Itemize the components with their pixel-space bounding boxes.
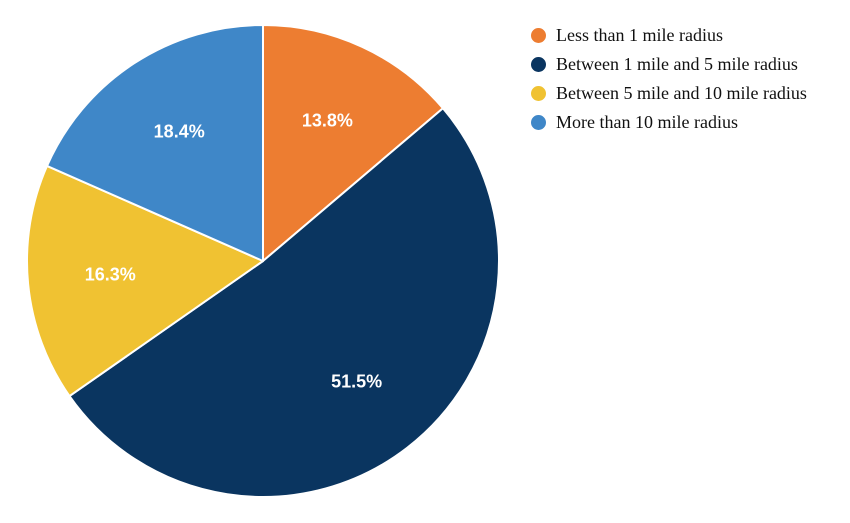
legend-item-between-5-mile-and-10-mile-radius: Between 5 mile and 10 mile radius bbox=[531, 83, 811, 103]
legend-item-between-1-mile-and-5-mile-radius: Between 1 mile and 5 mile radius bbox=[531, 54, 811, 74]
legend-swatch-icon bbox=[531, 115, 546, 130]
legend-label: Less than 1 mile radius bbox=[556, 25, 723, 45]
pie-slice-less-than-1-mile-radius bbox=[262, 24, 444, 262]
legend-label: Between 1 mile and 5 mile radius bbox=[556, 54, 798, 74]
slice-label-between-5-mile-and-10-mile-radius: 16.3% bbox=[85, 265, 136, 285]
legend-swatch-icon bbox=[531, 57, 546, 72]
pie-slice-labels: 13.8% 51.5% 16.3% 18.4% bbox=[85, 111, 382, 392]
pie-slice-between-5-mile-and-10-mile-radius bbox=[26, 164, 264, 398]
legend-label: More than 10 mile radius bbox=[556, 112, 738, 132]
legend-swatch-icon bbox=[531, 28, 546, 43]
pie-slice-between-1-mile-and-5-mile-radius bbox=[68, 107, 500, 498]
pie-slices bbox=[26, 24, 500, 498]
legend-item-more-than-10-mile-radius: More than 10 mile radius bbox=[531, 112, 811, 132]
legend-swatch-icon bbox=[531, 86, 546, 101]
pie-slice-more-than-10-mile-radius bbox=[46, 24, 264, 262]
slice-label-more-than-10-mile-radius: 18.4% bbox=[154, 121, 205, 141]
legend-item-less-than-1-mile-radius: Less than 1 mile radius bbox=[531, 25, 811, 45]
legend-label: Between 5 mile and 10 mile radius bbox=[556, 83, 807, 103]
slice-label-between-1-mile-and-5-mile-radius: 51.5% bbox=[331, 371, 382, 391]
legend: Less than 1 mile radius Between 1 mile an… bbox=[531, 25, 811, 141]
slice-label-less-than-1-mile-radius: 13.8% bbox=[302, 111, 353, 131]
